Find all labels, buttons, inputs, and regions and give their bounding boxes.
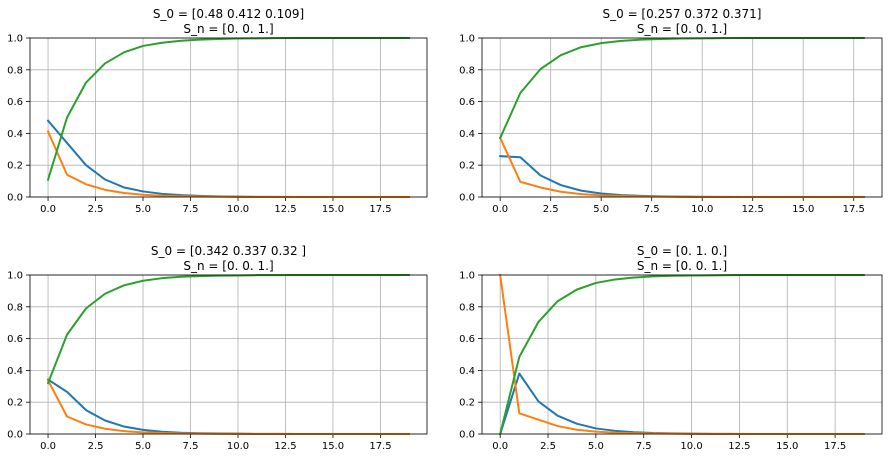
series-line-1: [46, 378, 410, 435]
chart-subtitle: S_n = [0. 0. 1.]: [183, 22, 273, 36]
x-tick-label: 5.0: [588, 441, 604, 452]
series-line-3: [498, 37, 865, 140]
y-tick-label: 0.4: [7, 129, 23, 140]
y-tick-label: 0.8: [7, 65, 23, 76]
x-tick-label: 5.0: [135, 441, 151, 452]
x-tick-label: 17.5: [824, 441, 846, 452]
chart-title: S_0 = [0.48 0.412 0.109]: [153, 7, 304, 21]
x-tick-label: 0.0: [40, 441, 56, 452]
y-tick-label: 0.4: [7, 366, 23, 377]
chart-title: S_0 = [0.257 0.372 0.371]: [603, 7, 762, 21]
chart-title: S_0 = [0.342 0.337 0.32 ]: [151, 244, 306, 258]
y-tick-label: 0.0: [7, 430, 23, 441]
chart-subtitle: S_n = [0. 0. 1.]: [637, 22, 727, 36]
x-tick-label: 12.5: [728, 441, 750, 452]
y-tick-label: 0.8: [459, 65, 475, 76]
subplot-1: S_0 = [0.48 0.412 0.109]S_n = [0. 0. 1.]…: [7, 7, 428, 215]
x-tick-label: 15.0: [322, 204, 344, 215]
x-tick-label: 10.0: [691, 204, 713, 215]
y-tick-label: 0.4: [459, 129, 475, 140]
y-tick-label: 0.0: [459, 430, 475, 441]
series-line-2: [46, 130, 410, 198]
x-tick-label: 10.0: [680, 441, 702, 452]
y-tick-label: 0.2: [459, 161, 475, 172]
x-tick-label: 2.5: [540, 441, 556, 452]
x-tick-label: 17.5: [369, 204, 391, 215]
x-tick-label: 15.0: [322, 441, 344, 452]
chart-subtitle: S_n = [0. 0. 1.]: [183, 259, 273, 273]
plot-frame: [481, 274, 883, 435]
x-tick-label: 12.5: [274, 441, 296, 452]
series-line-2: [498, 136, 865, 198]
plot-frame: [29, 37, 428, 198]
chart-title: S_0 = [0. 1. 0.]: [637, 244, 727, 258]
series-line-3: [498, 274, 865, 435]
x-tick-label: 15.0: [776, 441, 798, 452]
x-tick-label: 12.5: [742, 204, 764, 215]
y-tick-label: 0.2: [7, 398, 23, 409]
subplot-2: S_0 = [0.257 0.372 0.371]S_n = [0. 0. 1.…: [459, 7, 883, 215]
x-tick-label: 10.0: [227, 441, 249, 452]
y-tick-label: 0.6: [459, 97, 475, 108]
x-tick-label: 7.5: [183, 441, 199, 452]
x-tick-label: 0.0: [492, 441, 508, 452]
x-tick-label: 2.5: [543, 204, 559, 215]
x-tick-label: 15.0: [792, 204, 814, 215]
x-tick-label: 12.5: [274, 204, 296, 215]
y-tick-label: 0.0: [7, 193, 23, 204]
x-tick-label: 2.5: [88, 441, 104, 452]
x-tick-label: 7.5: [644, 204, 660, 215]
x-tick-label: 0.0: [492, 204, 508, 215]
y-tick-label: 0.6: [7, 97, 23, 108]
y-tick-label: 0.2: [7, 161, 23, 172]
plot-frame: [481, 37, 883, 198]
y-tick-label: 0.6: [459, 334, 475, 345]
y-tick-label: 0.0: [459, 193, 475, 204]
subplot-4: S_0 = [0. 1. 0.]S_n = [0. 0. 1.] 0.0 2.5 5.…: [459, 244, 883, 452]
x-tick-label: 5.0: [593, 204, 609, 215]
y-tick-label: 0.8: [7, 302, 23, 313]
series-line-3: [46, 37, 410, 181]
x-tick-label: 5.0: [135, 204, 151, 215]
x-tick-label: 7.5: [636, 441, 652, 452]
x-tick-label: 2.5: [88, 204, 104, 215]
x-tick-label: 10.0: [227, 204, 249, 215]
y-tick-label: 1.0: [459, 271, 475, 282]
series-line-2: [46, 379, 410, 435]
x-tick-label: 0.0: [40, 204, 56, 215]
y-tick-label: 0.8: [459, 302, 475, 313]
plot-frame: [29, 274, 428, 435]
y-tick-label: 0.2: [459, 398, 475, 409]
series-line-2: [499, 274, 865, 435]
y-tick-label: 1.0: [459, 34, 475, 45]
x-tick-label: 17.5: [843, 204, 865, 215]
subplot-3: S_0 = [0.342 0.337 0.32 ]S_n = [0. 0. 1.…: [7, 244, 428, 452]
y-tick-label: 0.4: [459, 366, 475, 377]
y-tick-label: 1.0: [7, 34, 23, 45]
chart-subtitle: S_n = [0. 0. 1.]: [637, 259, 727, 273]
x-tick-label: 7.5: [183, 204, 199, 215]
y-tick-label: 0.6: [7, 334, 23, 345]
series-line-1: [46, 119, 410, 198]
series-line-3: [46, 274, 410, 385]
x-tick-label: 17.5: [369, 441, 391, 452]
y-tick-label: 1.0: [7, 271, 23, 282]
